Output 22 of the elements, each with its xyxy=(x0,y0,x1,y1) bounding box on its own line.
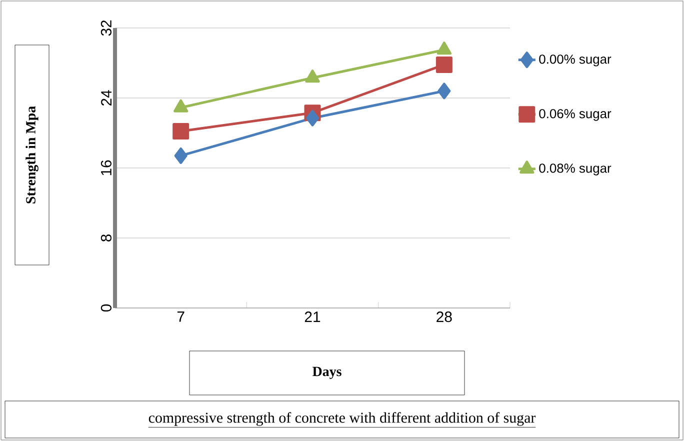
point xyxy=(172,122,190,140)
x-tick-label: 7 xyxy=(177,312,184,322)
point xyxy=(438,82,451,100)
x-tick-label: 21 xyxy=(304,312,320,322)
y-tick-label: 24 xyxy=(101,90,112,106)
x-tick-label: 28 xyxy=(436,312,452,322)
legend-label: 0.08% sugar xyxy=(539,164,612,176)
y-tick-label: 32 xyxy=(100,20,112,36)
y-axis-title: Strength in Mpa xyxy=(26,106,38,204)
point xyxy=(305,70,320,83)
point xyxy=(306,110,320,126)
x-axis-title: Days xyxy=(312,366,342,380)
text: compressive strength of concrete with different addition of sugar xyxy=(148,412,536,426)
point xyxy=(174,99,188,112)
legend-label: 0.06% sugar xyxy=(539,109,612,121)
y-tick-label: 16 xyxy=(100,160,112,176)
point xyxy=(436,56,452,73)
point xyxy=(436,42,452,55)
y-tick-label: 8 xyxy=(100,234,112,242)
y-tick-label: 0 xyxy=(100,304,112,312)
legend-label: 0.00% sugar xyxy=(539,54,612,66)
point xyxy=(174,147,188,164)
